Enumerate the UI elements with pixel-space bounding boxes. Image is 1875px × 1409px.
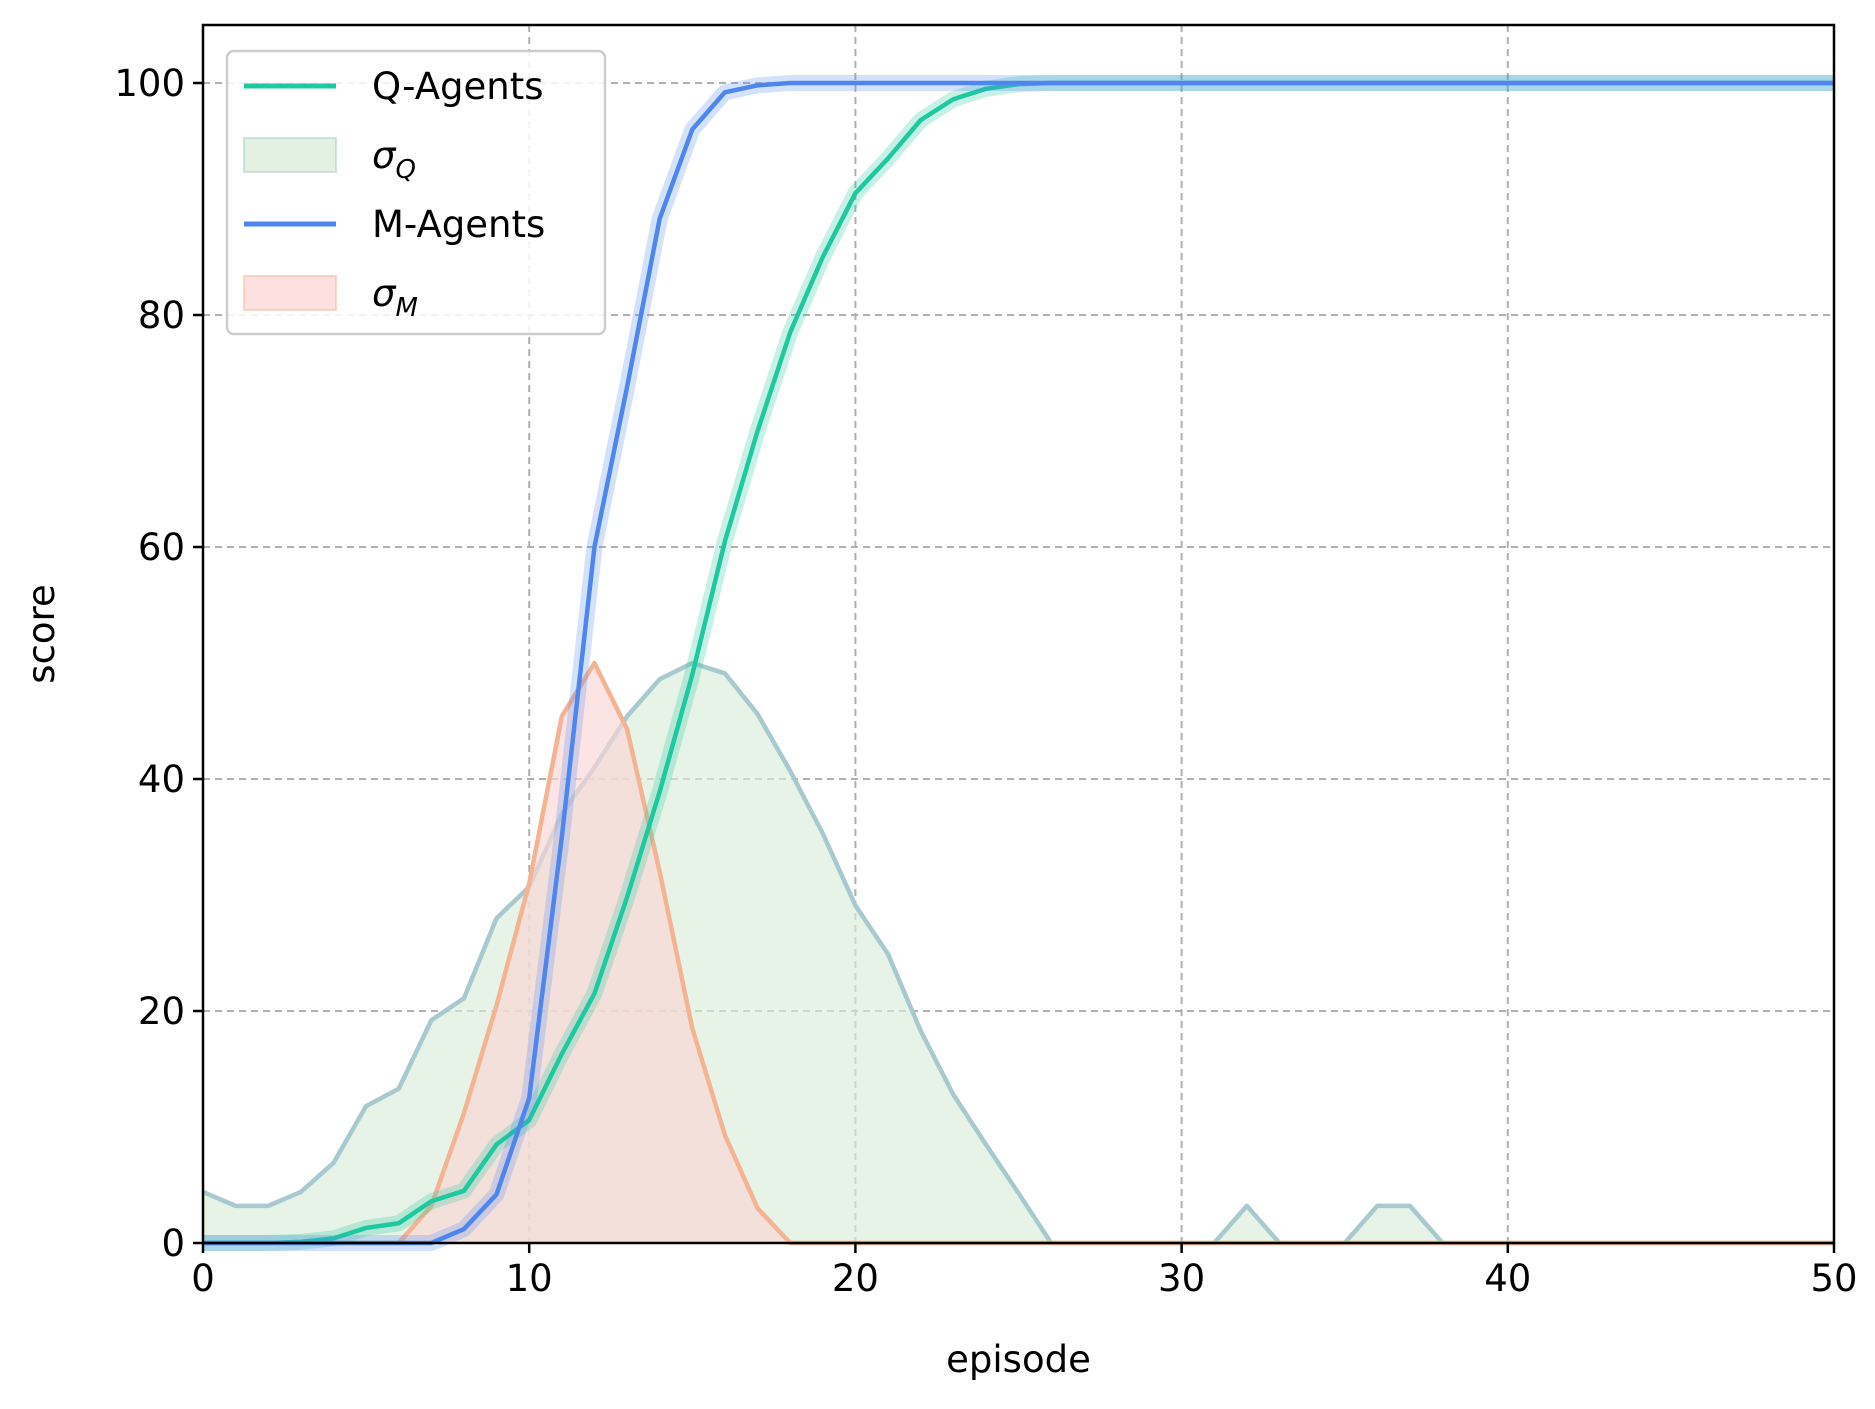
axis-ticks: 0 10 20 30 40 50 0 20 40 60 80 100 xyxy=(114,62,1857,1300)
x-tick-label: 20 xyxy=(832,1257,879,1300)
plot-frame xyxy=(201,23,1836,1245)
legend-box xyxy=(225,49,607,336)
legend: Q-Agents σQ M-Agents σM xyxy=(225,49,607,336)
legend-area-swatch xyxy=(243,137,337,173)
y-tick-label: 40 xyxy=(138,758,185,801)
x-axis-label: episode xyxy=(946,1338,1091,1381)
legend-label: M-Agents xyxy=(372,203,545,246)
m-agents-line xyxy=(203,80,1834,1246)
y-tick-label: 20 xyxy=(138,990,185,1033)
mean-lines xyxy=(203,75,1834,1251)
x-tick-label: 30 xyxy=(1158,1257,1205,1300)
legend-label: σQ xyxy=(372,134,416,185)
y-tick-label: 100 xyxy=(114,62,185,105)
legend-area-swatch xyxy=(243,275,337,311)
x-tick-label: 40 xyxy=(1484,1257,1531,1300)
y-tick-label: 80 xyxy=(138,294,185,337)
legend-label: σM xyxy=(372,272,418,323)
sigma-m-area xyxy=(203,663,1834,1243)
y-tick-label: 60 xyxy=(138,526,185,569)
y-axis-label: score xyxy=(20,584,63,683)
legend-label: Q-Agents xyxy=(372,65,544,108)
x-tick-label: 0 xyxy=(191,1257,215,1300)
x-tick-label: 10 xyxy=(506,1257,553,1300)
y-tick-label: 0 xyxy=(161,1222,185,1265)
x-tick-label: 50 xyxy=(1810,1257,1857,1300)
